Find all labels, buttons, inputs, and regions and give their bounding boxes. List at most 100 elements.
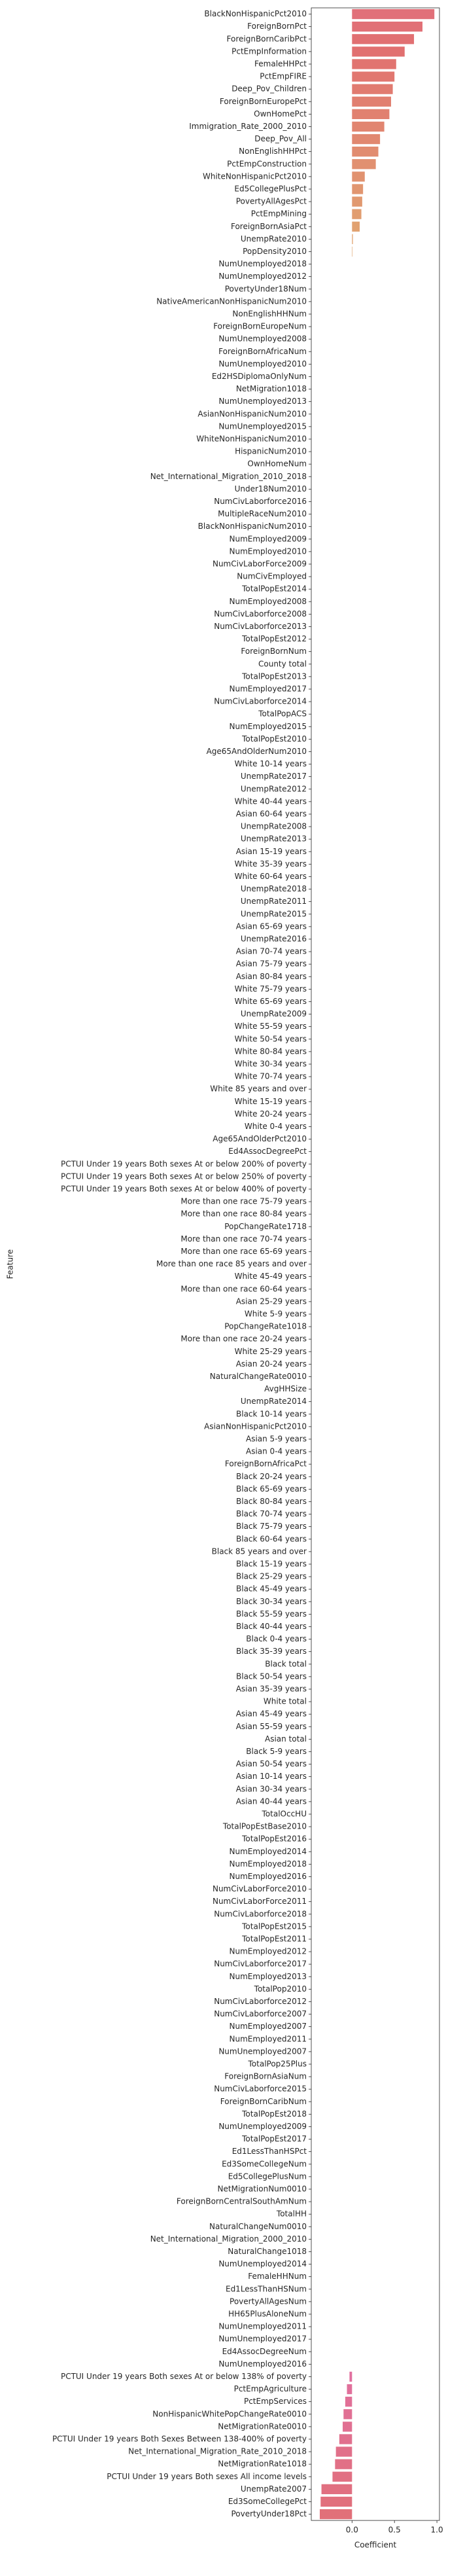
- y-tick-label: NumCivLaborForce2009: [213, 559, 307, 568]
- y-tick-label: Ed1LessThanHSPct: [232, 2147, 307, 2156]
- y-tick-label: PCTUI Under 19 years Both Sexes Between …: [52, 2434, 307, 2443]
- y-tick-label: NonEnglishHHPct: [239, 147, 307, 156]
- y-tick-label: Immigration_Rate_2000_2010: [189, 122, 307, 131]
- y-tick-label: Asian 25-29 years: [236, 1297, 307, 1306]
- y-tick-label: Ed1LessThanHSNum: [226, 2284, 307, 2293]
- y-tick-label: NativeAmericanNonHispanicNum2010: [156, 296, 307, 306]
- y-tick-label: Ed4AssocDegreeNum: [222, 2347, 307, 2356]
- y-tick-label: PctEmpMining: [251, 209, 307, 219]
- y-tick-label: ForeignBornEuropePct: [220, 97, 307, 106]
- y-tick-label: NumUnemployed2012: [218, 272, 307, 281]
- y-tick-label: White 70-74 years: [235, 1072, 307, 1081]
- y-tick-label: NetMigrationNum0010: [218, 2184, 307, 2193]
- y-tick-label: White 15-19 years: [235, 1097, 307, 1106]
- x-tick-label: 0.5: [388, 2526, 401, 2535]
- y-tick-label: NetMigrationRate1018: [218, 2460, 307, 2469]
- bar: [352, 196, 362, 207]
- y-tick-label: White 65-69 years: [235, 997, 307, 1006]
- bar: [352, 59, 396, 69]
- bar: [321, 2484, 352, 2494]
- y-tick-label: NumCivLaborforce2007: [214, 2009, 307, 2018]
- y-tick-label: Black 70-74 years: [236, 1509, 307, 1518]
- y-tick-label: TotalPop2010: [254, 1984, 307, 1994]
- bar: [352, 84, 393, 94]
- y-tick-label: PCTUI Under 19 years Both sexes At or be…: [61, 2372, 307, 2381]
- y-tick-label: NumEmployed2017: [230, 684, 307, 693]
- y-tick-label: PovertyUnder18Num: [225, 284, 307, 293]
- y-tick-label: PCTUI Under 19 years Both sexes At or be…: [61, 1159, 307, 1168]
- y-tick-label: White 5-9 years: [245, 1309, 307, 1318]
- bar: [352, 184, 364, 194]
- bar: [352, 147, 379, 157]
- y-tick-label: UnempRate2017: [241, 772, 307, 781]
- y-tick-label: NumEmployed2016: [230, 1872, 307, 1881]
- y-tick-label: ForeignBornCaribNum: [220, 2097, 307, 2106]
- y-tick-label: TotalOccHU: [262, 1809, 307, 1818]
- y-tick-label: Deep_Pov_Children: [232, 84, 307, 94]
- bar: [352, 121, 385, 132]
- y-tick-label: ForeignBornEuropeNum: [213, 322, 307, 331]
- y-tick-label: Black 20-24 years: [236, 1472, 307, 1481]
- y-tick-label: Asian 20-24 years: [236, 1359, 307, 1368]
- y-tick-label: NumCivLaborforce2017: [214, 1959, 307, 1969]
- y-tick-label: NonEnglishHHNum: [232, 309, 307, 318]
- y-tick-label: NumEmployed2007: [230, 2022, 307, 2031]
- y-tick-label: ForeignBornCentralSouthAmNum: [177, 2197, 307, 2206]
- bar: [320, 2496, 352, 2507]
- y-tick-label: White 10-14 years: [235, 759, 307, 768]
- y-tick-label: White total: [264, 1697, 307, 1706]
- y-tick-label: NumUnemployed2008: [218, 334, 307, 344]
- y-tick-label: Asian 50-54 years: [236, 1759, 307, 1768]
- bar: [352, 209, 362, 219]
- y-tick-label: Deep_Pov_All: [254, 134, 307, 143]
- y-tick-label: OwnHomeNum: [247, 459, 307, 469]
- y-tick-label: Black 65-69 years: [236, 1484, 307, 1494]
- y-tick-label: White 0-4 years: [245, 1122, 307, 1131]
- y-tick-label: TotalPopEst2012: [241, 634, 307, 643]
- y-tick-label: White 25-29 years: [235, 1347, 307, 1356]
- x-tick-label: 0.0: [346, 2526, 358, 2535]
- bar: [352, 34, 415, 45]
- y-tick-label: White 20-24 years: [235, 1109, 307, 1118]
- y-tick-label: AsianNonHispanicNum2010: [197, 409, 307, 418]
- y-tick-label: PctEmpFIRE: [260, 72, 307, 81]
- bar: [319, 2509, 352, 2520]
- y-tick-label: NumUnemployed2014: [218, 2259, 307, 2268]
- y-tick-label: NetMigration1018: [236, 384, 307, 393]
- bar: [332, 2471, 352, 2482]
- y-tick-label: ForeignBornNum: [241, 647, 307, 656]
- y-tick-label: Ed5CollegePlusPct: [234, 184, 307, 193]
- y-tick-label: NumUnemployed2011: [218, 2322, 307, 2331]
- y-tick-label: BlackNonHispanicNum2010: [198, 522, 307, 531]
- y-tick-label: ForeignBornCaribPct: [227, 34, 307, 43]
- x-tick-label: 1.0: [431, 2526, 443, 2535]
- y-tick-label: Asian 75-79 years: [236, 959, 307, 969]
- y-tick-label: PctEmpConstruction: [227, 159, 307, 168]
- y-tick-label: Black 15-19 years: [236, 1559, 307, 1568]
- y-tick-label: Net_International_Migration_2000_2010: [150, 2234, 307, 2244]
- bar: [352, 159, 376, 170]
- y-tick-label: HispanicNum2010: [235, 447, 307, 456]
- y-tick-label: More than one race 70-74 years: [180, 1234, 307, 1243]
- y-tick-label: Black 10-14 years: [236, 1409, 307, 1418]
- y-tick-label: Black 55-59 years: [236, 1609, 307, 1619]
- bar: [352, 96, 392, 107]
- plot-frame: [311, 7, 440, 2521]
- y-tick-label: White 85 years and over: [210, 1084, 307, 1094]
- bar: [343, 2409, 352, 2420]
- y-tick-label: NumCivEmployed: [237, 572, 307, 581]
- y-tick-label: PovertyAllAgesPct: [236, 197, 307, 206]
- y-tick-label: PovertyUnder18Pct: [231, 2509, 307, 2518]
- y-tick-label: White 60-64 years: [235, 872, 307, 881]
- y-tick-label: Black 25-29 years: [236, 1572, 307, 1581]
- y-tick-label: Age65AndOlderPct2010: [213, 1134, 307, 1143]
- y-tick-label: White 75-79 years: [235, 984, 307, 993]
- y-tick-label: UnempRate2007: [241, 2484, 307, 2494]
- y-tick-label: NumEmployed2008: [230, 597, 307, 606]
- y-tick-label: Net_International_Migration_Rate_2010_20…: [128, 2447, 307, 2456]
- y-tick-label: FemaleHHPct: [254, 59, 307, 68]
- y-tick-label: UnempRate2011: [241, 897, 307, 906]
- x-axis-label: Coefficient: [354, 2541, 397, 2550]
- y-tick-label: Black 50-54 years: [236, 1672, 307, 1681]
